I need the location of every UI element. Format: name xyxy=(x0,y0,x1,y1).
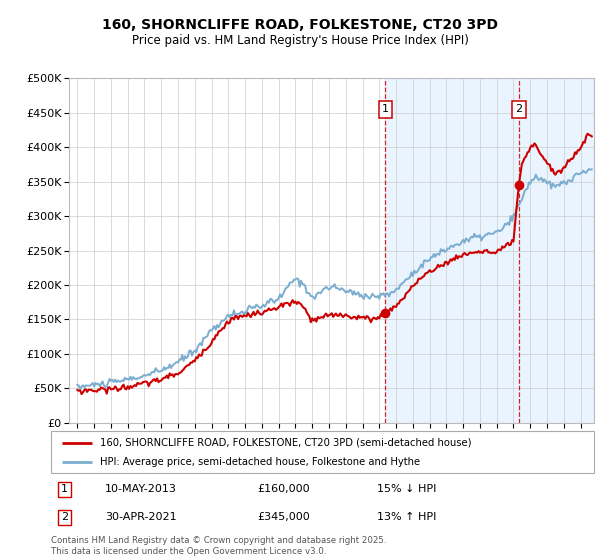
Text: 1: 1 xyxy=(61,484,68,494)
Text: 13% ↑ HPI: 13% ↑ HPI xyxy=(377,512,436,522)
Text: Price paid vs. HM Land Registry's House Price Index (HPI): Price paid vs. HM Land Registry's House … xyxy=(131,34,469,47)
Text: 10-MAY-2013: 10-MAY-2013 xyxy=(106,484,177,494)
Text: £160,000: £160,000 xyxy=(257,484,310,494)
Text: Contains HM Land Registry data © Crown copyright and database right 2025.
This d: Contains HM Land Registry data © Crown c… xyxy=(51,536,386,556)
Text: HPI: Average price, semi-detached house, Folkestone and Hythe: HPI: Average price, semi-detached house,… xyxy=(100,457,420,467)
Text: 2: 2 xyxy=(515,104,523,114)
Bar xyxy=(385,78,594,423)
Text: 160, SHORNCLIFFE ROAD, FOLKESTONE, CT20 3PD (semi-detached house): 160, SHORNCLIFFE ROAD, FOLKESTONE, CT20 … xyxy=(100,437,472,447)
Text: 1: 1 xyxy=(382,104,389,114)
FancyBboxPatch shape xyxy=(51,431,594,473)
Text: 15% ↓ HPI: 15% ↓ HPI xyxy=(377,484,436,494)
Text: 2: 2 xyxy=(61,512,68,522)
Text: 30-APR-2021: 30-APR-2021 xyxy=(106,512,177,522)
Text: £345,000: £345,000 xyxy=(257,512,310,522)
Text: 160, SHORNCLIFFE ROAD, FOLKESTONE, CT20 3PD: 160, SHORNCLIFFE ROAD, FOLKESTONE, CT20 … xyxy=(102,18,498,32)
